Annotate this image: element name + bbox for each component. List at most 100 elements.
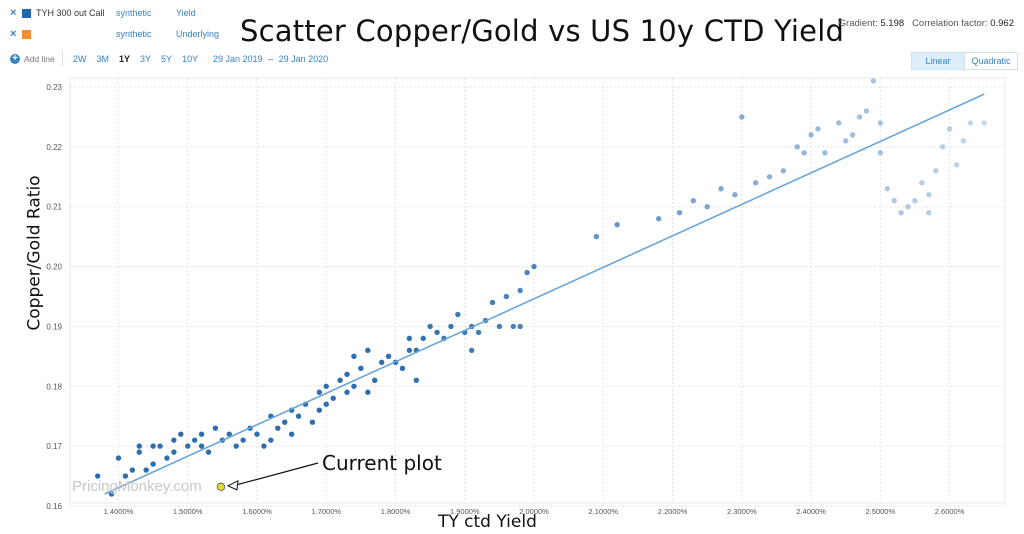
data-point bbox=[780, 168, 787, 174]
data-point bbox=[766, 174, 773, 180]
data-point bbox=[95, 473, 101, 479]
data-point bbox=[905, 203, 911, 210]
x-tick-label: 1.8000% bbox=[381, 507, 411, 516]
x-tick-label: 1.7000% bbox=[311, 507, 341, 516]
data-point bbox=[510, 323, 516, 330]
remove-series-icon[interactable]: × bbox=[10, 7, 17, 19]
data-point bbox=[288, 431, 295, 437]
data-point bbox=[136, 449, 142, 455]
data-point bbox=[115, 455, 122, 461]
date-from[interactable]: 29 Jan 2019 bbox=[213, 54, 263, 64]
data-point bbox=[309, 419, 316, 425]
series-row-2: × synthetic Underlying bbox=[10, 27, 219, 41]
data-point bbox=[884, 186, 890, 192]
data-point bbox=[981, 120, 987, 126]
data-point bbox=[261, 443, 267, 449]
y-tick-label: 0.22 bbox=[46, 143, 62, 152]
range-3y[interactable]: 3Y bbox=[140, 54, 152, 64]
quadratic-button[interactable]: Quadratic bbox=[965, 52, 1018, 70]
data-point bbox=[593, 233, 600, 240]
data-point bbox=[337, 377, 343, 383]
date-to[interactable]: 29 Jan 2020 bbox=[278, 54, 329, 64]
data-point bbox=[926, 192, 932, 198]
data-point bbox=[960, 138, 967, 144]
data-point bbox=[849, 132, 856, 138]
y-tick-label: 0.16 bbox=[46, 502, 62, 511]
data-point bbox=[295, 413, 302, 419]
x-tick-label: 2.5000% bbox=[866, 507, 896, 516]
remove-series-icon[interactable]: × bbox=[10, 28, 17, 40]
data-point bbox=[372, 377, 378, 383]
range-1y[interactable]: 1Y bbox=[119, 54, 131, 64]
data-point bbox=[732, 192, 738, 198]
x-tick-label: 1.6000% bbox=[242, 507, 272, 516]
range-3m[interactable]: 3M bbox=[96, 54, 110, 64]
data-point bbox=[150, 461, 156, 467]
data-point bbox=[704, 203, 710, 210]
data-point bbox=[330, 395, 336, 401]
series-name[interactable]: TYH 300 out Call bbox=[36, 8, 105, 18]
data-point bbox=[891, 198, 897, 204]
current-plot-annotation: Current plot bbox=[322, 451, 442, 475]
correlation-label: Correlation factor: bbox=[912, 18, 988, 29]
data-point bbox=[316, 389, 323, 395]
data-point bbox=[378, 359, 385, 366]
data-point bbox=[752, 180, 759, 186]
data-point bbox=[316, 407, 323, 413]
range-5y[interactable]: 5Y bbox=[161, 54, 173, 64]
data-point bbox=[171, 449, 177, 455]
data-point bbox=[739, 114, 745, 120]
y-axis-label: Copper/Gold Ratio bbox=[24, 175, 45, 331]
y-tick-label: 0.18 bbox=[46, 382, 62, 391]
data-point bbox=[967, 120, 974, 126]
data-point bbox=[344, 371, 350, 378]
x-axis-label: TY ctd Yield bbox=[438, 512, 537, 532]
x-tick-label: 2.1000% bbox=[588, 507, 618, 516]
data-point bbox=[198, 431, 205, 437]
series-source[interactable]: synthetic bbox=[116, 8, 152, 18]
annotation-arrow-line bbox=[232, 462, 319, 487]
data-point bbox=[406, 347, 413, 354]
range-10y[interactable]: 10Y bbox=[182, 54, 199, 64]
data-point bbox=[268, 437, 274, 443]
data-point bbox=[323, 383, 329, 389]
series-source[interactable]: synthetic bbox=[116, 29, 152, 39]
data-point bbox=[226, 431, 232, 437]
series-color-swatch bbox=[22, 29, 31, 39]
x-tick-label: 2.4000% bbox=[796, 507, 826, 516]
data-point bbox=[489, 299, 496, 306]
data-point bbox=[531, 263, 537, 270]
data-point bbox=[690, 198, 697, 204]
series-field[interactable]: Underlying bbox=[176, 29, 220, 39]
add-line-button[interactable]: + Add line bbox=[10, 54, 55, 64]
data-point bbox=[856, 114, 863, 120]
data-point bbox=[517, 323, 523, 330]
data-point bbox=[912, 198, 918, 204]
data-point bbox=[385, 353, 392, 360]
series-field[interactable]: Yield bbox=[176, 8, 196, 18]
data-point bbox=[801, 150, 807, 156]
data-point bbox=[150, 443, 156, 449]
data-point bbox=[503, 293, 510, 300]
data-point bbox=[178, 431, 184, 437]
x-tick-label: 2.3000% bbox=[727, 507, 757, 516]
watermark: PricingMonkey.com bbox=[72, 478, 202, 495]
linear-button[interactable]: Linear bbox=[911, 52, 965, 70]
data-point bbox=[794, 144, 800, 150]
data-point bbox=[718, 186, 724, 192]
data-point bbox=[351, 353, 357, 360]
data-point bbox=[898, 209, 904, 216]
range-2w[interactable]: 2W bbox=[73, 54, 87, 64]
regression-stats: Gradient: 5.198 Correlation factor: 0.96… bbox=[839, 18, 1014, 29]
data-point bbox=[406, 335, 413, 342]
data-point bbox=[863, 108, 870, 114]
date-range: 29 Jan 2019 – 29 Jan 2020 bbox=[213, 54, 328, 64]
data-point bbox=[157, 443, 163, 449]
data-point bbox=[323, 401, 329, 407]
series-row-1: × TYH 300 out Call synthetic Yield bbox=[10, 6, 196, 20]
x-tick-label: 2.0000% bbox=[519, 507, 549, 516]
data-point bbox=[254, 431, 260, 437]
data-point bbox=[365, 347, 371, 354]
x-tick-label: 1.5000% bbox=[173, 507, 203, 516]
